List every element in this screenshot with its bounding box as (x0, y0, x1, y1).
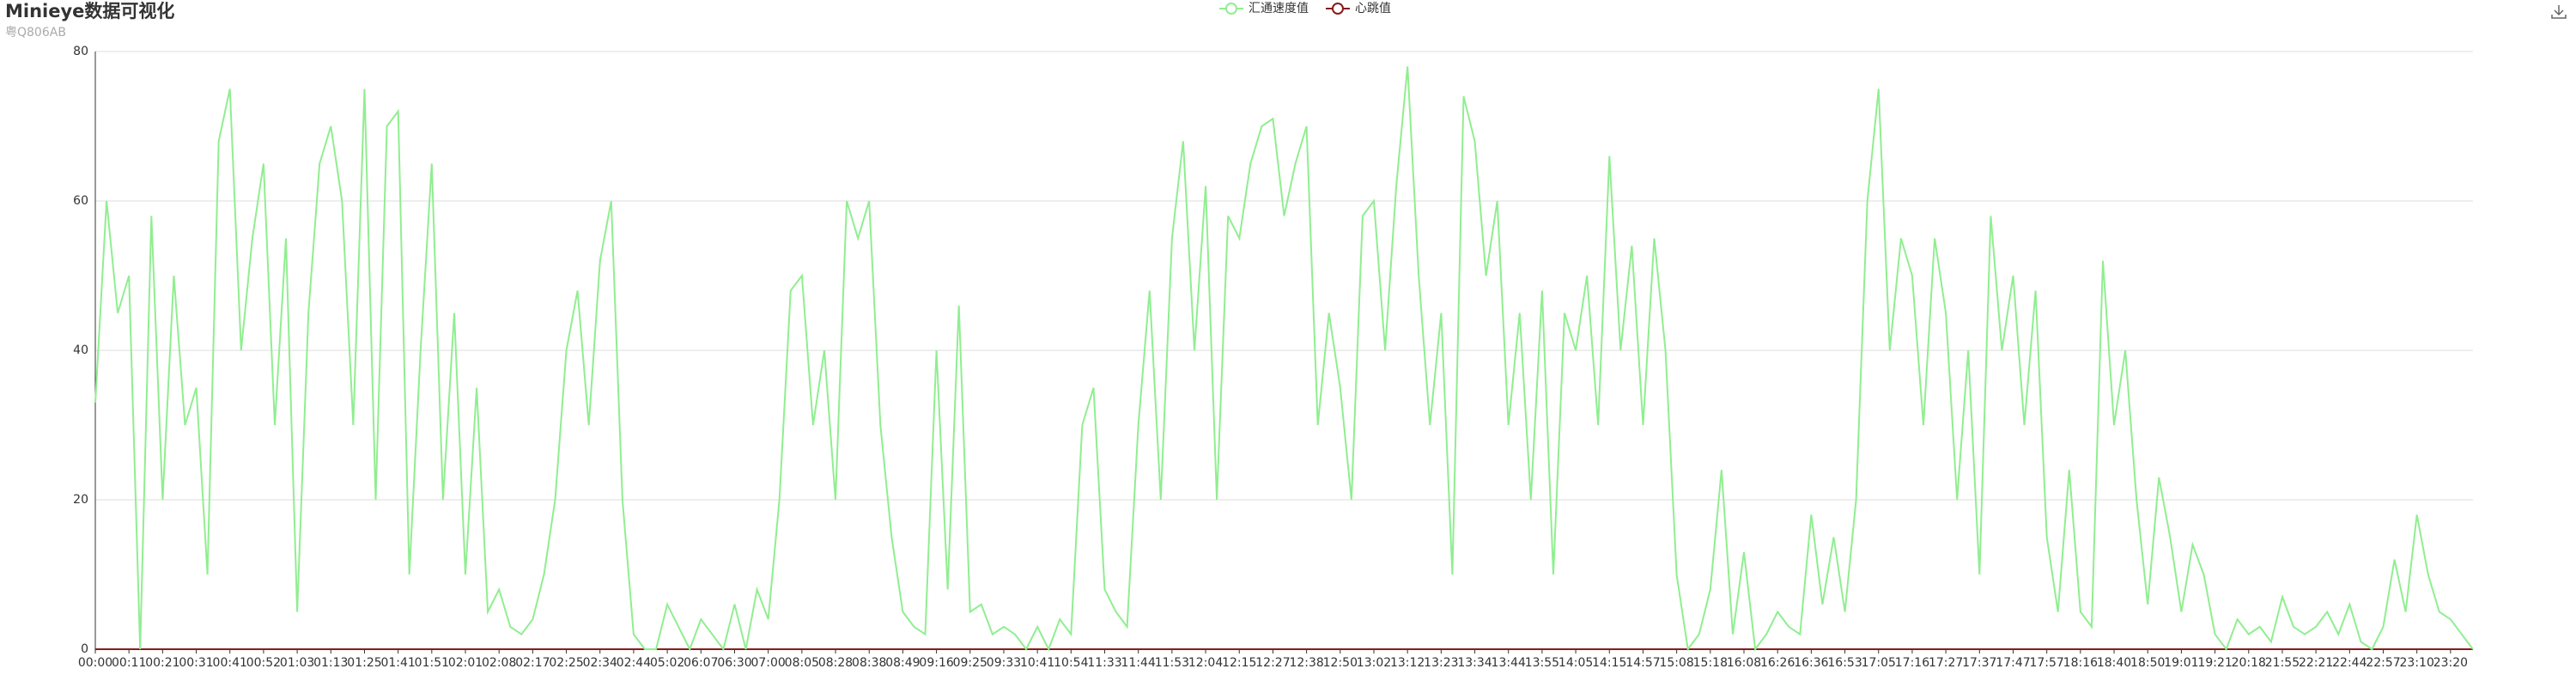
download-glyph[interactable] (2551, 5, 2567, 19)
x-tick-label: 09:16 (919, 656, 953, 670)
legend-label: 心跳值 (1355, 2, 1391, 15)
x-tick-label: 14:57 (1625, 656, 1660, 670)
x-tick-label: 01:51 (415, 656, 449, 670)
x-tick-label: 08:49 (885, 656, 920, 670)
legend-symbol (1332, 3, 1344, 15)
x-tick-label: 13:34 (1457, 656, 1492, 670)
x-tick-label: 16:53 (1827, 656, 1862, 670)
x-tick-label: 08:28 (818, 656, 853, 670)
x-tick-label: 19:01 (2164, 656, 2198, 670)
x-tick-label: 17:37 (1962, 656, 1996, 670)
x-tick-label: 00:41 (213, 656, 247, 670)
legend-item[interactable]: 汇通速度值 (1219, 2, 1309, 15)
x-tick-label: 02:01 (448, 656, 483, 670)
y-tick-label: 80 (73, 45, 88, 58)
download-icon[interactable] (2551, 5, 2567, 19)
x-tick-label: 12:15 (1222, 656, 1256, 670)
x-tick-label: 12:27 (1255, 656, 1290, 670)
x-tick-label: 05:02 (650, 656, 684, 670)
x-tick-label: 13:23 (1424, 656, 1458, 670)
legend-label: 汇通速度值 (1249, 2, 1309, 15)
y-tick-label: 60 (73, 194, 88, 208)
x-tick-label: 09:33 (987, 656, 1021, 670)
legend-symbol (1225, 3, 1237, 15)
x-tick-label: 11:44 (1121, 656, 1156, 670)
x-tick-label: 21:55 (2265, 656, 2300, 670)
x-tick-label: 11:33 (1087, 656, 1121, 670)
x-tick-label: 00:52 (246, 656, 281, 670)
x-tick-label: 22:44 (2332, 656, 2366, 670)
x-tick-label: 15:18 (1693, 656, 1728, 670)
chart-title: Minieye数据可视化 (5, 1, 174, 21)
x-tick-label: 13:02 (1357, 656, 1391, 670)
x-tick-label: 07:00 (750, 656, 785, 670)
x-tick-label: 02:34 (583, 656, 617, 670)
x-tick-label: 16:08 (1727, 656, 1761, 670)
x-tick-label: 02:25 (549, 656, 583, 670)
series-line (94, 66, 2474, 652)
y-tick-label: 0 (81, 642, 88, 656)
x-tick-label: 01:03 (280, 656, 314, 670)
x-tick-label: 00:31 (179, 656, 213, 670)
x-tick-label: 14:15 (1592, 656, 1626, 670)
x-tick-label: 16:26 (1760, 656, 1795, 670)
y-tick-label: 40 (73, 344, 88, 357)
x-tick-label: 06:07 (683, 656, 718, 670)
x-tick-label: 14:05 (1558, 656, 1593, 670)
y-tick-label: 20 (73, 493, 88, 507)
x-tick-label: 19:21 (2197, 656, 2232, 670)
x-tick-label: 12:04 (1188, 656, 1223, 670)
x-tick-label: 13:55 (1525, 656, 1559, 670)
x-tick-label: 12:50 (1323, 656, 1358, 670)
x-tick-label: 17:27 (1929, 656, 1963, 670)
x-tick-label: 09:25 (953, 656, 987, 670)
x-tick-label: 00:11 (112, 656, 146, 670)
x-tick-label: 13:44 (1492, 656, 1526, 670)
x-tick-label: 22:57 (2366, 656, 2400, 670)
x-tick-label: 12:38 (1289, 656, 1323, 670)
chart-subtitle: 粤Q806AB (5, 26, 66, 40)
x-tick-label: 18:50 (2130, 656, 2165, 670)
x-tick-label: 02:44 (617, 656, 651, 670)
x-tick-label: 17:47 (1996, 656, 2030, 670)
x-tick-label: 16:36 (1794, 656, 1828, 670)
x-tick-label: 02:08 (482, 656, 516, 670)
x-tick-label: 00:21 (145, 656, 179, 670)
x-tick-label: 18:16 (2063, 656, 2098, 670)
x-tick-label: 11:53 (1155, 656, 1189, 670)
x-tick-label: 20:18 (2232, 656, 2266, 670)
x-tick-label: 17:57 (2029, 656, 2063, 670)
x-tick-label: 06:30 (717, 656, 751, 670)
x-tick-label: 08:05 (785, 656, 819, 670)
x-tick-label: 13:12 (1390, 656, 1425, 670)
x-tick-label: 17:16 (1895, 656, 1929, 670)
x-tick-label: 01:41 (380, 656, 415, 670)
x-tick-label: 22:21 (2299, 656, 2333, 670)
x-tick-label: 01:13 (313, 656, 348, 670)
x-tick-label: 01:25 (347, 656, 381, 670)
x-tick-label: 18:40 (2097, 656, 2131, 670)
x-tick-label: 02:17 (515, 656, 550, 670)
x-tick-label: 10:41 (1020, 656, 1054, 670)
x-tick-label: 08:38 (852, 656, 886, 670)
legend-item[interactable]: 心跳值 (1326, 2, 1391, 15)
x-tick-label: 23:20 (2433, 656, 2468, 670)
x-tick-label: 15:08 (1659, 656, 1693, 670)
x-tick-label: 10:54 (1054, 656, 1088, 670)
x-tick-label: 23:10 (2400, 656, 2434, 670)
x-tick-label: 00:00 (78, 656, 112, 670)
x-tick-label: 17:05 (1862, 656, 1896, 670)
